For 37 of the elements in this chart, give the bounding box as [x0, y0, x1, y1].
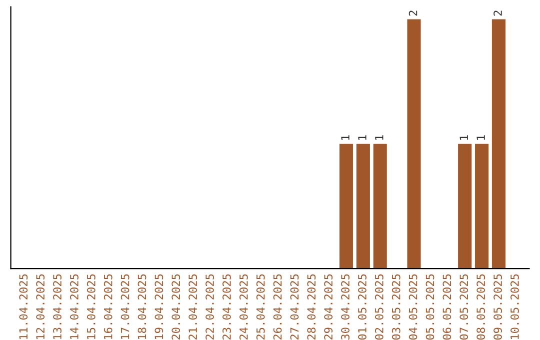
x-tick-label: 17.04.2025 — [120, 274, 130, 340]
x-tick-label: 10.05.2025 — [510, 274, 519, 340]
x-tick-label: 18.04.2025 — [138, 274, 146, 340]
x-tick-label: 08.05.2025 — [476, 274, 486, 340]
x-tick-label: 03.05.2025 — [392, 274, 400, 340]
x-tick-label: 19.04.2025 — [154, 274, 164, 340]
x-tick-label: 09.05.2025 — [494, 274, 502, 340]
data-label: 1 — [341, 135, 350, 140]
x-tick-label: 15.04.2025 — [86, 274, 96, 340]
x-tick-label: 06.05.2025 — [442, 274, 452, 340]
x-tick-label: 27.04.2025 — [290, 274, 299, 340]
x-tick-label: 04.05.2025 — [408, 274, 418, 340]
data-label: 1 — [375, 135, 384, 140]
x-tick-label: 20.04.2025 — [172, 274, 180, 340]
data-label: 1 — [476, 135, 485, 140]
x-tick-label: 24.04.2025 — [239, 274, 248, 340]
data-label: 1 — [358, 135, 366, 140]
x-tick-label: 01.05.2025 — [358, 274, 366, 340]
x-tick-label: 26.04.2025 — [273, 274, 282, 340]
x-tick-label: 23.04.2025 — [222, 274, 231, 340]
x-tick-label: 16.04.2025 — [104, 274, 112, 340]
x-tick-label: 25.04.2025 — [256, 274, 265, 340]
x-tick-label: 07.05.2025 — [460, 274, 468, 340]
data-label: 1 — [460, 135, 468, 140]
x-tick-label: 30.04.2025 — [341, 274, 350, 340]
x-tick-label: 12.04.2025 — [36, 274, 45, 340]
x-tick-label: 02.05.2025 — [374, 274, 384, 340]
x-tick-label: 13.04.2025 — [53, 274, 62, 340]
x-tick-label: 14.04.2025 — [70, 274, 78, 340]
x-tick-label: 29.04.2025 — [324, 274, 333, 340]
data-label: 2 — [494, 10, 502, 16]
x-tick-label: 22.04.2025 — [206, 274, 214, 340]
x-tick-label: 28.04.2025 — [307, 274, 316, 340]
data-label: 2 — [408, 10, 418, 16]
x-tick-label: 11.04.2025 — [19, 274, 28, 340]
x-tick-label: 05.05.2025 — [426, 274, 434, 340]
x-tick-label: 21.04.2025 — [188, 274, 198, 340]
